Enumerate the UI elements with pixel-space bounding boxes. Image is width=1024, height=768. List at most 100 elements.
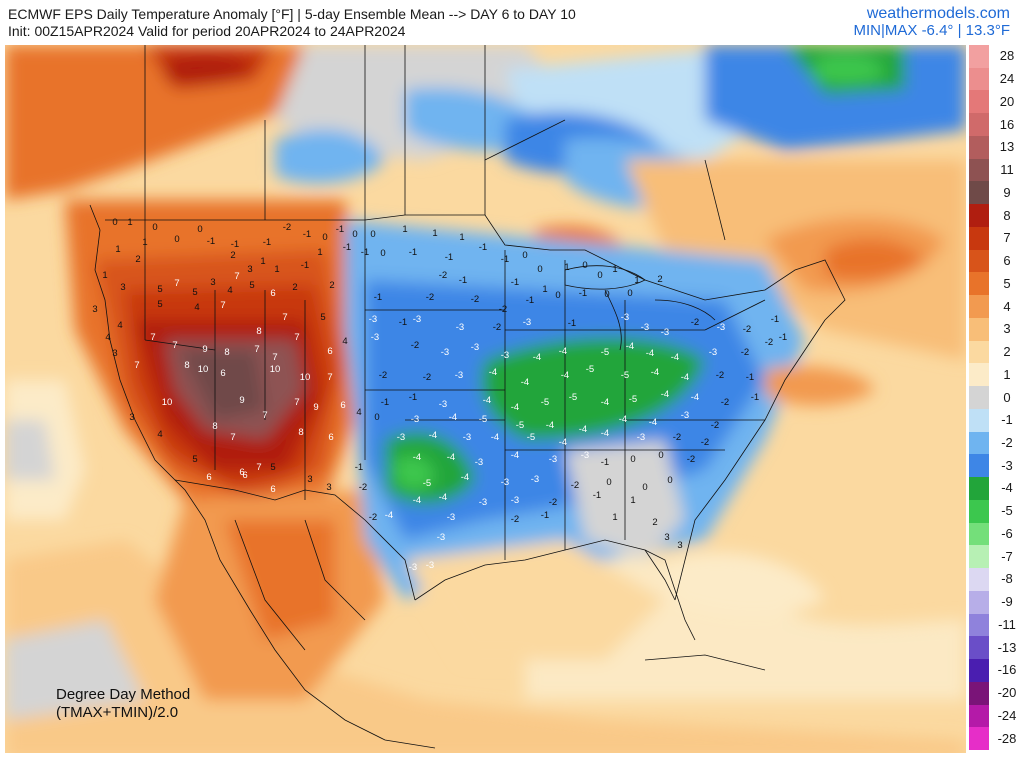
anomaly-value-label: 1	[317, 247, 322, 258]
anomaly-value-label: -1	[746, 372, 754, 383]
anomaly-value-label: 1	[542, 284, 547, 295]
anomaly-value-label: -1	[479, 242, 487, 253]
anomaly-value-label: 3	[92, 304, 97, 315]
legend-swatch	[969, 659, 989, 683]
anomaly-value-label: -3	[621, 312, 629, 323]
anomaly-value-label: 4	[105, 332, 110, 343]
anomaly-value-label: 6	[270, 288, 275, 299]
legend-swatch	[969, 113, 989, 137]
anomaly-value-label: -3	[455, 370, 463, 381]
method-line-2: (TMAX+TMIN)/2.0	[56, 704, 179, 721]
legend-label: -8	[1001, 571, 1013, 587]
anomaly-value-label: 1	[274, 264, 279, 275]
anomaly-value-label: -3	[437, 532, 445, 543]
anomaly-value-label: 6	[328, 432, 333, 443]
anomaly-value-label: -2	[493, 322, 501, 333]
anomaly-value-label: 6	[340, 400, 345, 411]
anomaly-value-label: -4	[483, 395, 491, 406]
legend-swatch	[969, 499, 989, 524]
legend-swatch	[969, 135, 989, 160]
legend-label: 4	[1003, 298, 1011, 314]
anomaly-value-label: -1	[409, 392, 417, 403]
anomaly-value-label: 7	[174, 278, 179, 289]
anomaly-value-label: 0	[322, 232, 327, 243]
anomaly-value-label: -2	[765, 337, 773, 348]
anomaly-value-label: 2	[292, 282, 297, 293]
anomaly-value-label: -5	[621, 370, 629, 381]
anomaly-value-label: -4	[649, 417, 657, 428]
anomaly-value-label: -4	[429, 430, 437, 441]
anomaly-value-label: 10	[198, 364, 209, 375]
anomaly-value-label: 0	[582, 260, 587, 271]
anomaly-value-label: -3	[709, 347, 717, 358]
anomaly-value-label: 5	[192, 287, 197, 298]
anomaly-value-label: -3	[456, 322, 464, 333]
anomaly-value-label: -2	[359, 482, 367, 493]
anomaly-value-label: -3	[661, 327, 669, 338]
anomaly-value-label: -5	[629, 394, 637, 405]
legend-swatch	[969, 454, 989, 478]
anomaly-value-label: -2	[743, 324, 751, 335]
anomaly-value-label: 0	[667, 475, 672, 486]
anomaly-value-label: -4	[533, 352, 541, 363]
legend-swatch	[969, 568, 989, 592]
anomaly-value-label: 0	[374, 412, 379, 423]
anomaly-value-label: 3	[664, 532, 669, 543]
anomaly-value-label: 2	[135, 254, 140, 265]
anomaly-value-label: -2	[423, 372, 431, 383]
anomaly-value-label: 8	[184, 360, 189, 371]
anomaly-value-label: 9	[202, 344, 207, 355]
anomaly-map[interactable]: 0 1 0 2 1 1 0 0 -1 -1 -1 -2 -1 0 1 2 3 1 1 -1 -1 0 0 1 1 1 -1 -1 0 -1…	[5, 45, 966, 753]
anomaly-value-label: 8	[298, 427, 303, 438]
anomaly-value-label: -5	[423, 478, 431, 489]
brand-link[interactable]: weathermodels.com	[866, 5, 1010, 22]
anomaly-value-label: 6	[242, 470, 247, 481]
anomaly-value-label: -3	[717, 322, 725, 333]
anomaly-value-label: -3	[681, 410, 689, 421]
anomaly-value-label: -2	[426, 292, 434, 303]
anomaly-value-label: 8	[224, 347, 229, 358]
anomaly-value-label: 1	[630, 495, 635, 506]
anomaly-value-label: -1	[771, 314, 779, 325]
legend-label: 6	[1003, 253, 1011, 269]
anomaly-value-label: 4	[356, 407, 361, 418]
legend-swatch	[969, 613, 989, 637]
anomaly-value-label: -4	[601, 397, 609, 408]
anomaly-value-label: -4	[489, 367, 497, 378]
anomaly-value-label: -3	[371, 332, 379, 343]
anomaly-value-label: 7	[230, 432, 235, 443]
anomaly-value-label: 8	[212, 421, 217, 432]
anomaly-value-label: -1	[445, 252, 453, 263]
anomaly-value-label: -3	[439, 399, 447, 410]
anomaly-value-label: 2	[230, 250, 235, 261]
anomaly-value-label: 2	[657, 274, 662, 285]
anomaly-value-label: 0	[555, 290, 560, 301]
chart-title: ECMWF EPS Daily Temperature Anomaly [°F]…	[8, 6, 576, 22]
anomaly-value-label: 5	[192, 454, 197, 465]
anomaly-value-label: -3	[397, 432, 405, 443]
legend-label: 20	[999, 93, 1015, 109]
legend-swatch	[969, 408, 989, 433]
legend-swatch	[969, 681, 989, 705]
anomaly-value-label: 3	[210, 277, 215, 288]
anomaly-value-label: -2	[673, 432, 681, 443]
legend-swatch	[969, 249, 989, 273]
legend-swatch	[969, 545, 989, 569]
anomaly-value-label: 3	[326, 482, 331, 493]
anomaly-value-label: -1	[231, 239, 239, 250]
anomaly-value-label: 1	[459, 232, 464, 243]
legend-label: -7	[1001, 548, 1013, 564]
anomaly-value-label: -1	[779, 332, 787, 343]
anomaly-value-label: 9	[239, 395, 244, 406]
anomaly-value-label: 0	[606, 477, 611, 488]
anomaly-value-label: 4	[117, 320, 122, 331]
legend-label: 13	[999, 139, 1015, 155]
anomaly-value-label: -3	[581, 450, 589, 461]
anomaly-value-label: -3	[531, 474, 539, 485]
anomaly-value-label: 1	[432, 228, 437, 239]
anomaly-value-label: -4	[546, 420, 554, 431]
anomaly-value-label: 6	[239, 467, 244, 478]
anomaly-value-label: -5	[586, 364, 594, 375]
anomaly-value-label: 4	[157, 429, 162, 440]
